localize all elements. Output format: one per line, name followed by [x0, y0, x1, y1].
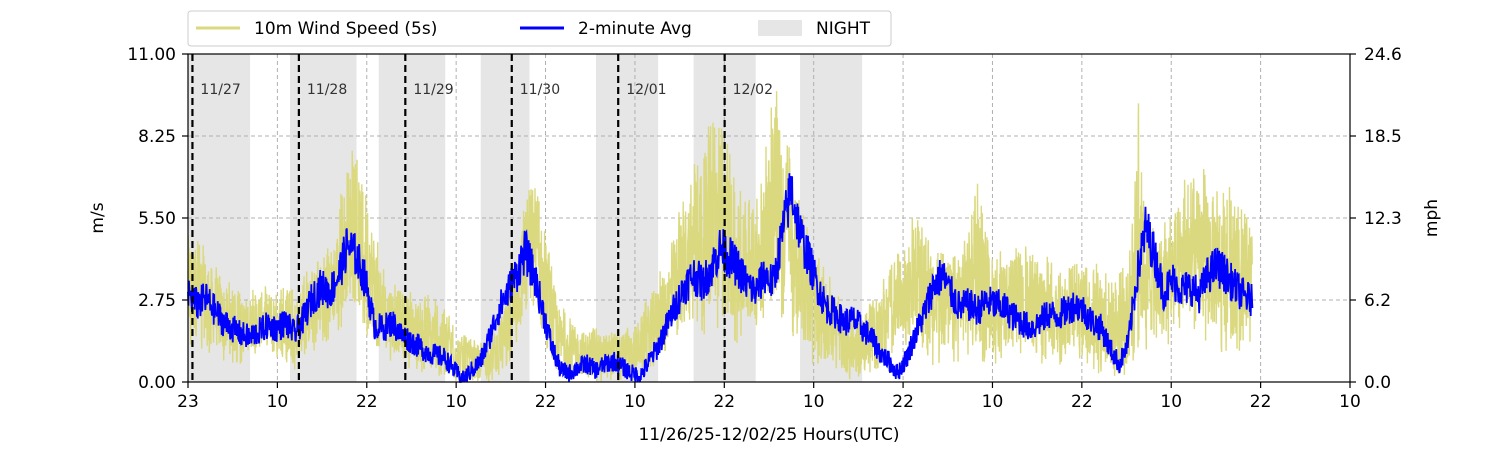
y-right-tick-label: 0.0	[1364, 373, 1391, 393]
x-tick-label: 10	[982, 392, 1004, 412]
y-right-tick-label: 6.2	[1364, 291, 1391, 311]
x-tick-label: 22	[713, 392, 735, 412]
x-tick-label: 22	[1071, 392, 1093, 412]
legend-label: NIGHT	[816, 19, 871, 39]
axes-layer: 0.00 2.75 5.50 8.25 11.00 0.0 6.2 12.3 18.5 24.6 2…	[88, 45, 1442, 445]
day-label: 11/30	[520, 82, 560, 98]
day-boundary-layer: 11/27 11/28 11/29 11/30 12/01 12/02	[191, 54, 773, 382]
legend: 10m Wind Speed (5s) 2-minute Avg NIGHT	[187, 10, 892, 47]
y-right-tick-label: 18.5	[1364, 127, 1402, 147]
x-tick-label: 22	[892, 392, 914, 412]
x-tick-label: 10	[624, 392, 646, 412]
two-minute-avg-series	[187, 173, 1254, 383]
two-minute-avg-line	[187, 173, 1254, 383]
x-tick-label: 10	[1339, 392, 1361, 412]
x-tick-label: 22	[535, 392, 557, 412]
x-tick-label: 22	[1250, 392, 1272, 412]
y-right-tick-label: 12.3	[1364, 209, 1402, 229]
y-left-tick-label: 2.75	[138, 291, 176, 311]
y-left-tick-label: 5.50	[138, 209, 176, 229]
x-tick-label: 23	[177, 392, 199, 412]
legend-swatch	[758, 20, 802, 36]
legend-label: 10m Wind Speed (5s)	[254, 19, 437, 39]
x-tick-label: 10	[445, 392, 467, 412]
x-tick-label: 10	[1160, 392, 1182, 412]
x-tick-label: 22	[356, 392, 378, 412]
x-axis-title: 11/26/25-12/02/25 Hours(UTC)	[638, 425, 899, 445]
day-label: 12/01	[626, 82, 666, 98]
y-right-tick-label: 24.6	[1364, 45, 1402, 65]
day-label: 11/28	[307, 82, 347, 98]
legend-label: 2-minute Avg	[578, 19, 692, 39]
day-label: 11/27	[200, 82, 240, 98]
y-left-tick-label: 11.00	[127, 45, 176, 65]
y-right-axis-title: mph	[1422, 199, 1442, 237]
x-tick-label: 10	[267, 392, 289, 412]
y-left-tick-label: 0.00	[138, 373, 176, 393]
x-tick-label: 10	[803, 392, 825, 412]
y-left-tick-label: 8.25	[138, 127, 176, 147]
day-label: 11/29	[413, 82, 453, 98]
day-label: 12/02	[733, 82, 773, 98]
y-left-axis-title: m/s	[88, 202, 108, 233]
